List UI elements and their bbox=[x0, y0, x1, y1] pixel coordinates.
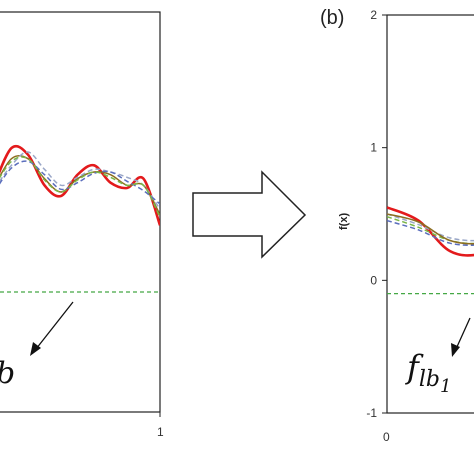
panel-a-series-line-0 bbox=[0, 144, 160, 226]
panel-b-lb-sub: lb bbox=[419, 367, 440, 392]
panel-b-label: (b) bbox=[320, 7, 344, 29]
panel-a-series-line-2 bbox=[0, 151, 160, 210]
panel-a-lower-bound-label: b bbox=[0, 356, 15, 391]
panel-b-y-axis: -1 0 1 2 bbox=[366, 8, 387, 420]
panel-a: 1 b bbox=[0, 11, 164, 439]
panel-b-series-line-1 bbox=[387, 213, 474, 242]
panel-b-y-tick-label: 0 bbox=[370, 273, 377, 287]
panel-b-annotation-arrow bbox=[455, 317, 471, 350]
panel-a-series-line-4 bbox=[0, 156, 160, 218]
panel-b-series-line-2 bbox=[387, 219, 474, 246]
panel-a-series-line-3 bbox=[0, 160, 160, 205]
panel-b: (b) -1 0 1 2 0 f(x) flb1 bbox=[320, 7, 474, 444]
panel-b-y-tick-label: -1 bbox=[366, 406, 377, 420]
panel-b-series-line-3 bbox=[387, 215, 474, 245]
panel-b-lower-bound-label: flb1 bbox=[405, 348, 451, 397]
panel-a-series-line-1 bbox=[0, 154, 160, 216]
panel-b-y-axis-label: f(x) bbox=[338, 213, 350, 230]
panel-b-frame bbox=[386, 14, 474, 414]
transition-arrow bbox=[192, 170, 307, 259]
panel-b-x-tick-label: 0 bbox=[383, 430, 390, 444]
panel-a-annotation-arrow bbox=[35, 301, 74, 350]
panel-b-lb-subsub: 1 bbox=[440, 376, 451, 397]
panel-b-arrowhead bbox=[451, 343, 460, 357]
panel-b-series bbox=[387, 206, 474, 257]
panel-a-series bbox=[0, 144, 160, 226]
panel-a-arrowhead bbox=[30, 342, 41, 356]
panel-a-frame bbox=[0, 11, 161, 413]
panel-b-series-line-0 bbox=[387, 206, 474, 257]
panel-a-x-tick-label: 1 bbox=[157, 425, 164, 439]
panel-b-series-line-4 bbox=[387, 213, 474, 245]
panel-b-y-tick-label: 2 bbox=[370, 8, 377, 22]
panel-b-y-tick-label: 1 bbox=[370, 141, 377, 155]
